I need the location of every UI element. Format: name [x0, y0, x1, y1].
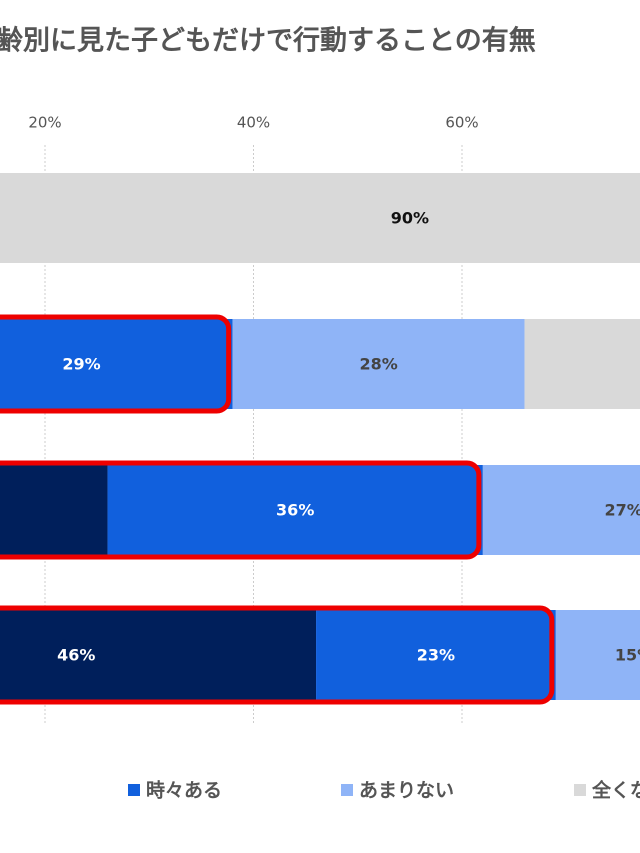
bar-segment [482, 465, 640, 555]
bar-segment [0, 319, 233, 409]
highlight-box [0, 460, 482, 560]
legend-swatch [341, 784, 353, 796]
legend-label: 時々ある [146, 780, 222, 802]
bar-segment [316, 610, 556, 700]
value-label: 46% [57, 646, 95, 665]
value-label: 36% [276, 501, 314, 520]
chart-title: 齢別に見た子どもだけで行動することの有無 [0, 25, 536, 57]
highlight-box [0, 314, 232, 414]
x-tick-label: 20% [28, 114, 61, 132]
bar-segment [555, 610, 640, 700]
value-label: 28% [359, 355, 397, 374]
bar-segment [232, 319, 525, 409]
bar-segment [107, 465, 483, 555]
x-tick-label: 40% [237, 114, 270, 132]
bar-segment [524, 319, 640, 409]
x-tick-label: 60% [445, 114, 478, 132]
value-label: 15% [615, 646, 640, 665]
value-label: 90% [391, 209, 429, 228]
legend-label: あまりない [359, 780, 454, 802]
bar-segment [0, 465, 108, 555]
legend-label: 全くな [591, 779, 640, 802]
legend-swatch [128, 784, 140, 796]
value-label: 27% [604, 501, 640, 520]
value-label: 29% [62, 355, 100, 374]
value-label: 23% [417, 646, 455, 665]
bar-segment [0, 610, 317, 700]
bar-segment [0, 173, 640, 263]
legend-swatch [574, 784, 586, 796]
highlight-box [0, 605, 555, 705]
